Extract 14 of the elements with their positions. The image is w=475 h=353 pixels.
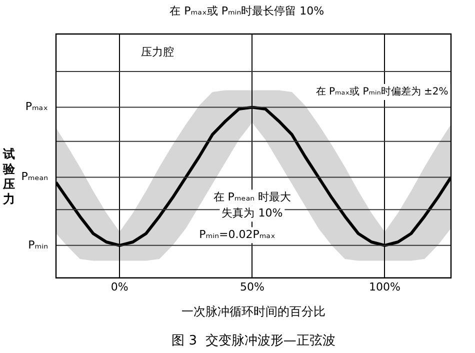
ref-line-label: Pₘₑₐₙ bbox=[21, 170, 48, 184]
x-axis-title: 一次脉冲循环时间的百分比 bbox=[182, 304, 326, 318]
text: 图 3 交变脉冲波形—正弦波 bbox=[172, 332, 336, 349]
x-tick-label: 0% bbox=[110, 280, 128, 294]
x-tick-label: 50% bbox=[240, 280, 264, 294]
annotation: 在 Pₘₑₐₙ 时最大失真为 10% bbox=[213, 190, 292, 220]
ref-line-label: Pₘᵢₙ bbox=[28, 238, 48, 252]
x-tick-label: 100% bbox=[369, 280, 400, 294]
y-axis-title: 试验压力 bbox=[3, 147, 15, 208]
text: 在 Pₘₐₓ或 Pₘᵢₙ时偏差为 ±2% bbox=[316, 86, 448, 98]
text: 在 Pₘₐₓ或 Pₘᵢₙ时最长停留 10% bbox=[170, 4, 324, 18]
annotation: Pₘᵢₙ=0.02Pₘₐₓ bbox=[199, 228, 276, 242]
text: 压力腔 bbox=[140, 46, 174, 59]
ref-line-label: Pₘₐₓ bbox=[25, 100, 48, 114]
